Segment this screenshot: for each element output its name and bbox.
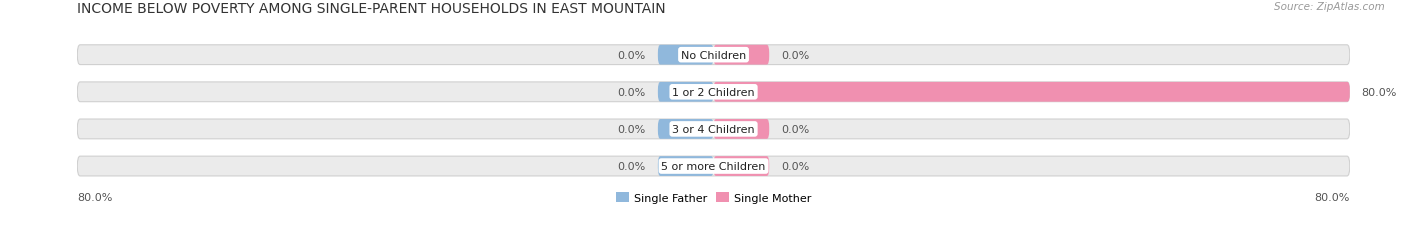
Text: 5 or more Children: 5 or more Children bbox=[661, 161, 766, 171]
FancyBboxPatch shape bbox=[714, 46, 769, 65]
Text: 80.0%: 80.0% bbox=[1315, 192, 1350, 202]
Text: 0.0%: 0.0% bbox=[617, 87, 645, 97]
FancyBboxPatch shape bbox=[77, 82, 1350, 102]
FancyBboxPatch shape bbox=[658, 119, 714, 139]
FancyBboxPatch shape bbox=[714, 156, 769, 176]
Text: 0.0%: 0.0% bbox=[782, 50, 810, 61]
Text: 3 or 4 Children: 3 or 4 Children bbox=[672, 124, 755, 134]
Text: 1 or 2 Children: 1 or 2 Children bbox=[672, 87, 755, 97]
FancyBboxPatch shape bbox=[77, 46, 1350, 65]
FancyBboxPatch shape bbox=[77, 119, 1350, 139]
FancyBboxPatch shape bbox=[658, 82, 714, 102]
Text: Source: ZipAtlas.com: Source: ZipAtlas.com bbox=[1274, 2, 1385, 12]
Text: 0.0%: 0.0% bbox=[617, 124, 645, 134]
Text: 0.0%: 0.0% bbox=[617, 50, 645, 61]
Text: INCOME BELOW POVERTY AMONG SINGLE-PARENT HOUSEHOLDS IN EAST MOUNTAIN: INCOME BELOW POVERTY AMONG SINGLE-PARENT… bbox=[77, 2, 666, 16]
FancyBboxPatch shape bbox=[77, 156, 1350, 176]
FancyBboxPatch shape bbox=[658, 156, 714, 176]
Text: 0.0%: 0.0% bbox=[617, 161, 645, 171]
Text: 0.0%: 0.0% bbox=[782, 124, 810, 134]
Text: No Children: No Children bbox=[681, 50, 747, 61]
FancyBboxPatch shape bbox=[714, 119, 769, 139]
Text: 80.0%: 80.0% bbox=[77, 192, 112, 202]
FancyBboxPatch shape bbox=[658, 46, 714, 65]
Text: 0.0%: 0.0% bbox=[782, 161, 810, 171]
Text: 80.0%: 80.0% bbox=[1361, 87, 1398, 97]
Legend: Single Father, Single Mother: Single Father, Single Mother bbox=[612, 188, 815, 207]
FancyBboxPatch shape bbox=[714, 82, 1350, 102]
